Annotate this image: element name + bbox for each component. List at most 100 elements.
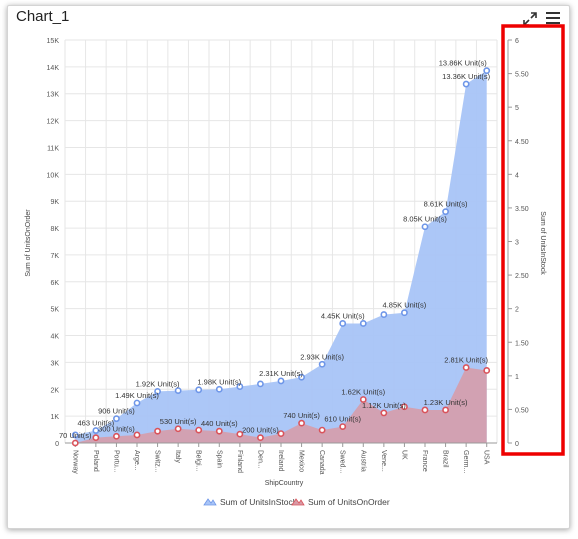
data-label: 530 Unit(s) <box>160 417 197 426</box>
y2-tick-label: 3.50 <box>515 206 529 213</box>
y2-tick-label: 4.50 <box>515 139 529 146</box>
data-label: 463 Unit(s) <box>78 419 115 428</box>
data-marker[interactable] <box>380 311 388 318</box>
hamburger-menu-icon[interactable] <box>545 10 561 26</box>
data-label: 200 Unit(s) <box>242 426 279 435</box>
y2-tick-label: 1.50 <box>515 340 529 347</box>
data-label: 440 Unit(s) <box>201 419 238 428</box>
data-label: 906 Unit(s) <box>98 407 135 416</box>
expand-icon[interactable] <box>523 12 537 26</box>
data-marker[interactable] <box>71 431 79 439</box>
x-tick-label: Arge... <box>133 450 140 471</box>
x-tick-label: Norway <box>71 450 78 474</box>
data-label: 70 Unit(s) <box>59 431 92 440</box>
x-tick-label: Switz... <box>154 450 161 473</box>
data-marker[interactable] <box>236 430 244 438</box>
data-marker[interactable] <box>215 385 223 393</box>
y-tick-label: 9K <box>50 199 59 206</box>
y-tick-label: 3K <box>50 360 59 367</box>
data-marker[interactable] <box>133 431 141 439</box>
data-marker[interactable] <box>442 406 449 414</box>
data-marker[interactable] <box>215 427 223 435</box>
legend: Sum of UnitsInStock Sum of UnitsOnOrder <box>203 497 390 507</box>
y-tick-label: 6K <box>50 280 59 287</box>
y-tick-label: 8K <box>50 226 59 233</box>
data-marker[interactable] <box>92 427 100 434</box>
legend-label-order: Sum of UnitsOnOrder <box>308 497 390 507</box>
y-tick-label: 15K <box>47 38 60 45</box>
data-marker[interactable] <box>257 434 264 442</box>
x-tick-label: Austria <box>359 450 366 472</box>
data-marker[interactable] <box>339 320 347 327</box>
data-marker[interactable] <box>442 208 449 216</box>
data-marker[interactable] <box>318 360 326 368</box>
data-marker[interactable] <box>462 364 470 371</box>
y2-tick-label: 1 <box>515 374 519 381</box>
data-marker[interactable] <box>483 367 491 374</box>
data-marker[interactable] <box>318 426 326 434</box>
data-marker[interactable] <box>257 380 264 388</box>
area-series-1[interactable] <box>75 367 487 443</box>
data-marker[interactable] <box>401 403 408 411</box>
y2-axis-title: Sum of UnitsInStock <box>539 211 546 275</box>
data-marker[interactable] <box>174 387 182 395</box>
data-marker[interactable] <box>195 386 203 394</box>
data-marker[interactable] <box>483 67 491 75</box>
x-tick-label: UK <box>400 450 407 460</box>
data-marker[interactable] <box>174 425 182 433</box>
y-tick-label: 14K <box>47 65 60 72</box>
data-marker[interactable] <box>133 399 141 407</box>
data-marker[interactable] <box>277 430 285 437</box>
y2-tick-label: 0 <box>515 441 519 448</box>
data-marker[interactable] <box>195 426 203 434</box>
data-label: 1.49K Unit(s) <box>115 391 159 400</box>
data-marker[interactable] <box>359 396 367 403</box>
data-label: 2.31K Unit(s) <box>259 369 303 378</box>
y2-tick-label: 0.50 <box>515 407 529 414</box>
x-tick-label: Mexico <box>298 450 305 472</box>
y2-tick-label: 6 <box>515 38 519 45</box>
data-label: 1.23K Unit(s) <box>424 398 468 407</box>
y-tick-label: 7K <box>50 253 59 260</box>
x-tick-label: Den... <box>256 450 263 469</box>
data-marker[interactable] <box>236 383 244 390</box>
data-marker[interactable] <box>298 419 305 427</box>
data-marker[interactable] <box>277 377 285 385</box>
y-tick-label: 5K <box>50 307 59 314</box>
area-series-0[interactable] <box>75 70 487 444</box>
x-tick-label: Vene... <box>380 450 387 472</box>
data-marker[interactable] <box>71 439 79 447</box>
data-marker[interactable] <box>380 409 388 417</box>
data-marker[interactable] <box>154 427 161 435</box>
chart-title: Chart_1 <box>16 8 70 25</box>
data-label: 2.81K Unit(s) <box>444 356 488 365</box>
y2-tick-label: 4 <box>515 172 519 179</box>
data-marker[interactable] <box>462 80 470 88</box>
data-label: 4.85K Unit(s) <box>383 301 427 310</box>
secondary-axis-highlight <box>501 24 565 456</box>
data-marker[interactable] <box>401 309 408 317</box>
x-tick-label: Finland <box>236 450 243 473</box>
data-marker[interactable] <box>298 373 305 381</box>
data-marker[interactable] <box>113 415 120 423</box>
x-tick-label: Brazil <box>442 450 449 468</box>
data-marker[interactable] <box>339 423 347 431</box>
legend-item-order[interactable]: Sum of UnitsOnOrder <box>291 497 390 507</box>
x-tick-label: Germ... <box>462 450 469 473</box>
data-marker[interactable] <box>92 434 100 442</box>
legend-item-stock[interactable]: Sum of UnitsInStock <box>203 497 298 507</box>
y-axis-title: Sum of UnitsOnOrder <box>25 209 32 277</box>
plot-areas <box>75 70 487 444</box>
data-marker[interactable] <box>113 432 120 440</box>
y-tick-label: 4K <box>50 334 59 341</box>
y-tick-label: 0 <box>55 441 59 448</box>
x-axis-title: ShipCountry <box>265 480 304 487</box>
data-marker[interactable] <box>421 223 429 231</box>
x-tick-label: Swed... <box>339 450 346 473</box>
data-marker[interactable] <box>359 320 367 327</box>
data-label: 1.92K Unit(s) <box>136 379 180 388</box>
y-tick-label: 11K <box>47 145 59 152</box>
data-marker[interactable] <box>421 406 429 414</box>
data-marker[interactable] <box>154 388 161 395</box>
